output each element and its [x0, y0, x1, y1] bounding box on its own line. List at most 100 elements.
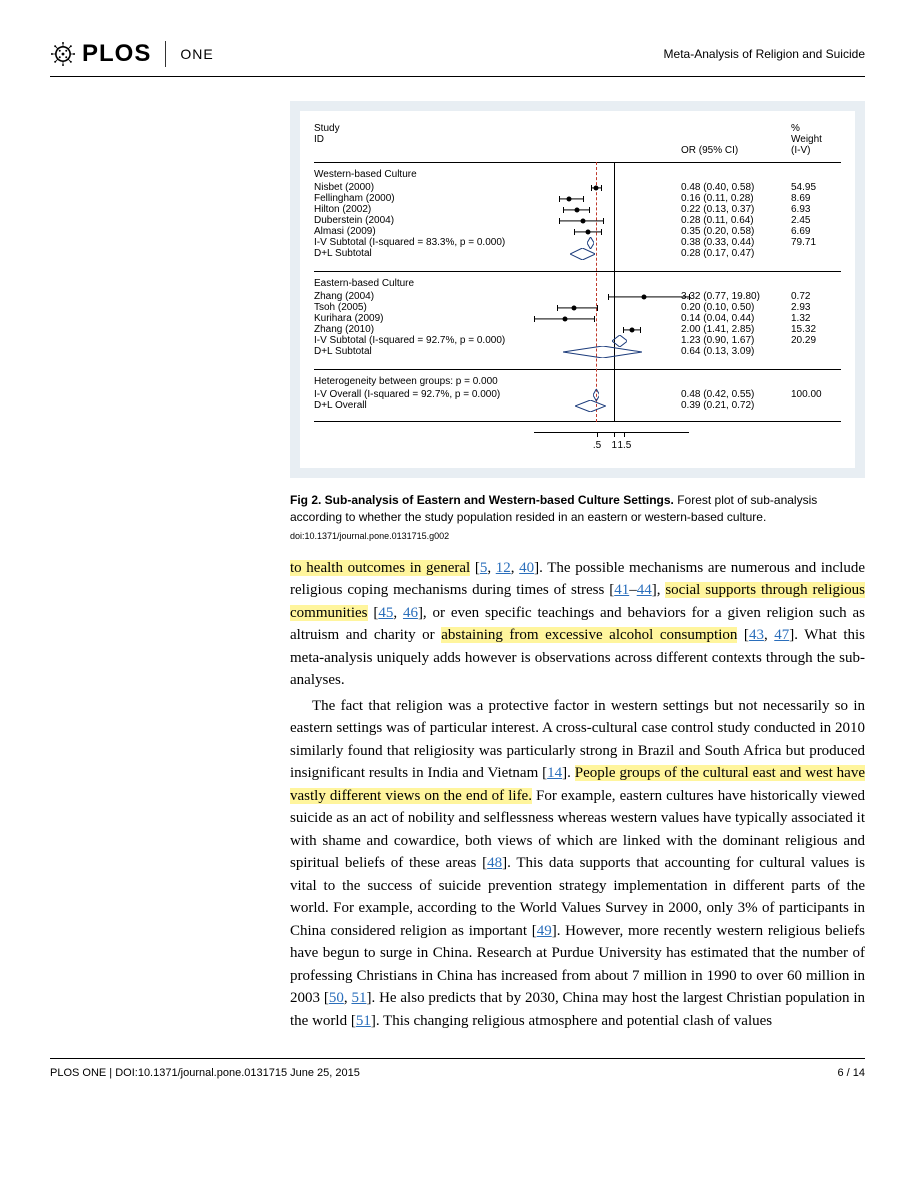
- forest-row-or: 0.20 (0.10, 0.50): [681, 302, 791, 313]
- forest-row-weight: 1.32: [791, 313, 841, 324]
- forest-row-weight: 0.72: [791, 291, 841, 302]
- reference-link[interactable]: 14: [547, 765, 562, 781]
- forest-row-or: 0.22 (0.13, 0.37): [681, 204, 791, 215]
- forest-row-plot: [534, 248, 681, 259]
- footer-right: 6 / 14: [837, 1067, 865, 1079]
- reference-link[interactable]: 51: [351, 990, 366, 1006]
- forest-group-title: Heterogeneity between groups: p = 0.000: [314, 374, 841, 389]
- figure-doi: doi:10.1371/journal.pone.0131715.g002: [290, 531, 865, 541]
- forest-plot-body: Western-based CultureNisbet (2000) 0.48 (…: [314, 162, 841, 422]
- reference-link[interactable]: 50: [329, 990, 344, 1006]
- reference-link[interactable]: 45: [378, 605, 393, 621]
- axis-tick-label: .5: [593, 440, 601, 451]
- forest-row-weight: 2.45: [791, 215, 841, 226]
- reference-link[interactable]: 41: [614, 582, 629, 598]
- journal-name: PLOS: [82, 40, 151, 68]
- forest-row-weight: [791, 248, 841, 259]
- reference-link[interactable]: 51: [356, 1013, 371, 1029]
- forest-row-weight: 79.71: [791, 237, 841, 248]
- forest-row-or: 0.38 (0.33, 0.44): [681, 237, 791, 248]
- forest-row-weight: 6.69: [791, 226, 841, 237]
- forest-row-plot: [534, 302, 681, 313]
- forest-row-plot: [534, 226, 681, 237]
- forest-row-weight: [791, 400, 841, 411]
- paragraph-2: The fact that religion was a protective …: [290, 695, 865, 1033]
- forest-row-plot: [534, 346, 681, 357]
- reference-link[interactable]: 44: [637, 582, 652, 598]
- reference-link[interactable]: 40: [519, 560, 534, 576]
- figure-container: Study ID OR (95% CI) % Weight (I-V) West…: [290, 101, 865, 478]
- forest-row-plot: [534, 335, 681, 346]
- forest-row-weight: 20.29: [791, 335, 841, 346]
- fp-col-wt: % Weight (I-V): [791, 123, 841, 156]
- forest-row-plot: [534, 182, 681, 193]
- forest-row-plot: [534, 237, 681, 248]
- plos-logo: PLOS ONE: [50, 40, 214, 68]
- forest-row-label: D+L Overall: [314, 400, 534, 411]
- fp-study-l1: Study: [314, 123, 534, 134]
- forest-group-title: Eastern-based Culture: [314, 276, 841, 291]
- fp-study-l2: ID: [314, 134, 534, 145]
- forest-row-label: Nisbet (2000): [314, 182, 534, 193]
- body-text: to health outcomes in general [5, 12, 40…: [290, 557, 865, 1033]
- plos-mark-icon: [50, 41, 76, 67]
- forest-row-or: 0.28 (0.17, 0.47): [681, 248, 791, 259]
- forest-row-label: I-V Overall (I-squared = 92.7%, p = 0.00…: [314, 389, 534, 400]
- reference-link[interactable]: 47: [774, 627, 789, 643]
- logo-divider: [165, 41, 166, 67]
- forest-row-weight: [791, 346, 841, 357]
- reference-link[interactable]: 49: [537, 923, 552, 939]
- forest-row-weight: 6.93: [791, 204, 841, 215]
- forest-row-label: Zhang (2004): [314, 291, 534, 302]
- forest-row-plot: [534, 324, 681, 335]
- footer-left: PLOS ONE | DOI:10.1371/journal.pone.0131…: [50, 1067, 360, 1079]
- forest-row-label: Kurihara (2009): [314, 313, 534, 324]
- reference-link[interactable]: 43: [749, 627, 764, 643]
- forest-row-or: 0.14 (0.04, 0.44): [681, 313, 791, 324]
- forest-row-label: D+L Subtotal: [314, 248, 534, 259]
- highlighted-text: to health outcomes in general: [290, 560, 470, 576]
- forest-row-label: I-V Subtotal (I-squared = 92.7%, p = 0.0…: [314, 335, 534, 346]
- forest-row-or: 0.35 (0.20, 0.58): [681, 226, 791, 237]
- forest-row-or: 1.23 (0.90, 1.67): [681, 335, 791, 346]
- forest-row-plot: [534, 204, 681, 215]
- forest-row-label: Duberstein (2004): [314, 215, 534, 226]
- forest-group: Heterogeneity between groups: p = 0.000I…: [314, 369, 841, 421]
- reference-link[interactable]: 5: [480, 560, 488, 576]
- forest-row-weight: 54.95: [791, 182, 841, 193]
- forest-row-weight: 15.32: [791, 324, 841, 335]
- reference-link[interactable]: 46: [403, 605, 418, 621]
- forest-row-or: 3.32 (0.77, 19.80): [681, 291, 791, 302]
- forest-row-plot: [534, 400, 681, 411]
- forest-row-label: Zhang (2010): [314, 324, 534, 335]
- fp-col-study: Study ID: [314, 123, 534, 156]
- reference-link[interactable]: 12: [496, 560, 511, 576]
- forest-row-plot: [534, 313, 681, 324]
- forest-group-title: Western-based Culture: [314, 167, 841, 182]
- forest-row-weight: 100.00: [791, 389, 841, 400]
- figure-caption-bold: Fig 2. Sub-analysis of Eastern and Weste…: [290, 493, 674, 507]
- forest-row-plot: [534, 389, 681, 400]
- forest-row-or: 0.48 (0.40, 0.58): [681, 182, 791, 193]
- forest-group: Western-based CultureNisbet (2000) 0.48 (…: [314, 162, 841, 269]
- forest-row-plot: [534, 291, 681, 302]
- reference-link[interactable]: 48: [487, 855, 502, 871]
- forest-row-or: 2.00 (1.41, 2.85): [681, 324, 791, 335]
- forest-plot-axis: .511.5: [314, 426, 841, 458]
- axis-tick-label: 1.5: [617, 440, 631, 451]
- running-head: Meta-Analysis of Religion and Suicide: [664, 47, 865, 61]
- forest-row-label: Hilton (2002): [314, 204, 534, 215]
- forest-row-label: Fellingham (2000): [314, 193, 534, 204]
- forest-row-or: 0.48 (0.42, 0.55): [681, 389, 791, 400]
- page-footer: PLOS ONE | DOI:10.1371/journal.pone.0131…: [50, 1058, 865, 1079]
- page-header: PLOS ONE Meta-Analysis of Religion and S…: [50, 40, 865, 77]
- highlighted-text: abstaining from excessive alcohol consum…: [441, 627, 737, 643]
- paragraph-1: to health outcomes in general [5, 12, 40…: [290, 557, 865, 692]
- highlighted-text: People groups of the cultural east and w…: [290, 765, 865, 804]
- forest-row-or: 0.64 (0.13, 3.09): [681, 346, 791, 357]
- figure-caption: Fig 2. Sub-analysis of Eastern and Weste…: [290, 492, 865, 527]
- forest-row-label: Tsoh (2005): [314, 302, 534, 313]
- forest-row-or: 0.16 (0.11, 0.28): [681, 193, 791, 204]
- fp-col-or: OR (95% CI): [681, 145, 791, 156]
- forest-row-or: 0.28 (0.11, 0.64): [681, 215, 791, 226]
